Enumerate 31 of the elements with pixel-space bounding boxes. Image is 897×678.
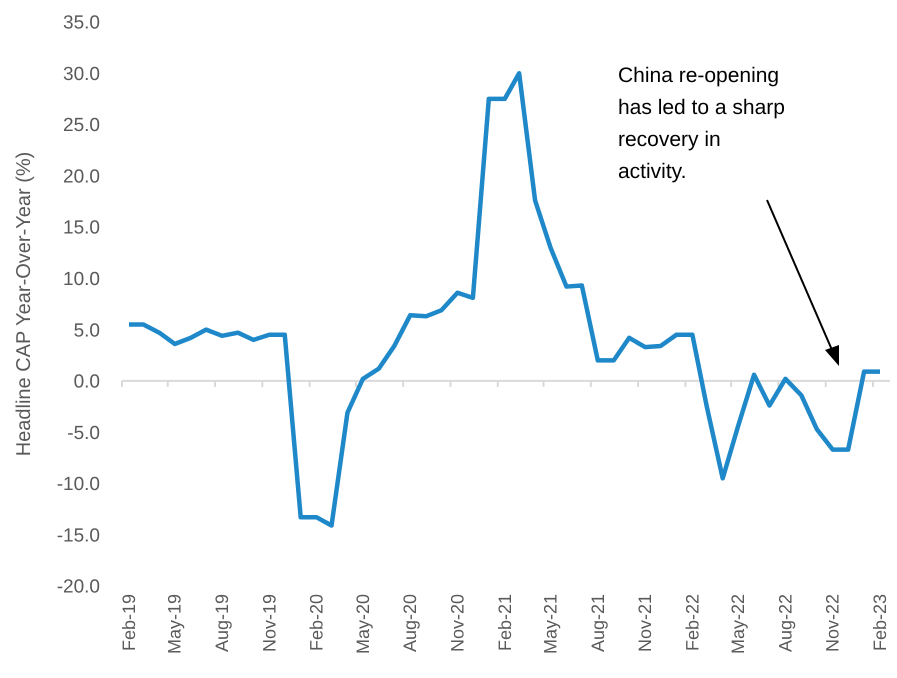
x-tick-label: Aug-19 [212, 594, 232, 652]
x-tick-label: Feb-22 [682, 594, 702, 652]
y-tick-label: -5.0 [67, 422, 100, 444]
x-tick-label: May-22 [728, 594, 748, 654]
y-tick-label: 35.0 [63, 12, 100, 34]
y-tick-label: -15.0 [56, 525, 100, 546]
x-tick-label: Feb-19 [119, 594, 139, 652]
x-tick-label: Nov-20 [447, 594, 468, 652]
x-tick-label: Aug-21 [588, 594, 608, 652]
y-tick-label: -20.0 [56, 576, 100, 598]
y-tick-label: 20.0 [63, 166, 100, 188]
x-tick-label: May-19 [164, 594, 185, 654]
y-tick-label: 30.0 [63, 64, 100, 85]
y-axis-title: Headline CAP Year-Over-Year (%) [13, 152, 35, 456]
y-tick-label: 5.0 [74, 320, 100, 342]
x-tick-label: Nov-21 [635, 594, 656, 652]
y-tick-label: 25.0 [63, 115, 100, 136]
x-tick-label: Nov-19 [259, 594, 280, 652]
y-tick-label: 10.0 [63, 269, 100, 290]
y-tick-label: 0.0 [74, 372, 100, 393]
x-tick-label: May-20 [352, 594, 373, 654]
x-tick-label: Aug-20 [400, 594, 420, 652]
annotation: China re-opening has led to a sharp recovery in activity. [618, 64, 785, 183]
x-tick-label: Feb-23 [870, 594, 890, 652]
x-tick-label: Feb-21 [494, 594, 515, 652]
y-tick-label: 15.0 [63, 218, 100, 239]
y-tick-label: -10.0 [56, 474, 100, 496]
x-tick-label: Nov-22 [822, 594, 843, 652]
x-tick-label: Aug-22 [775, 594, 796, 652]
x-tick-label: Feb-20 [306, 594, 327, 652]
x-tick-label: May-21 [540, 594, 561, 654]
